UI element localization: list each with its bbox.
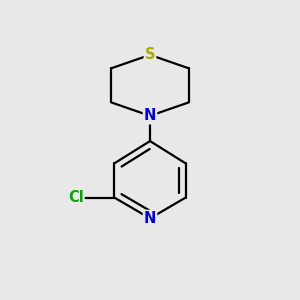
Text: N: N	[144, 211, 156, 226]
Text: S: S	[145, 47, 155, 62]
Text: Cl: Cl	[68, 190, 84, 205]
Text: N: N	[144, 108, 156, 123]
